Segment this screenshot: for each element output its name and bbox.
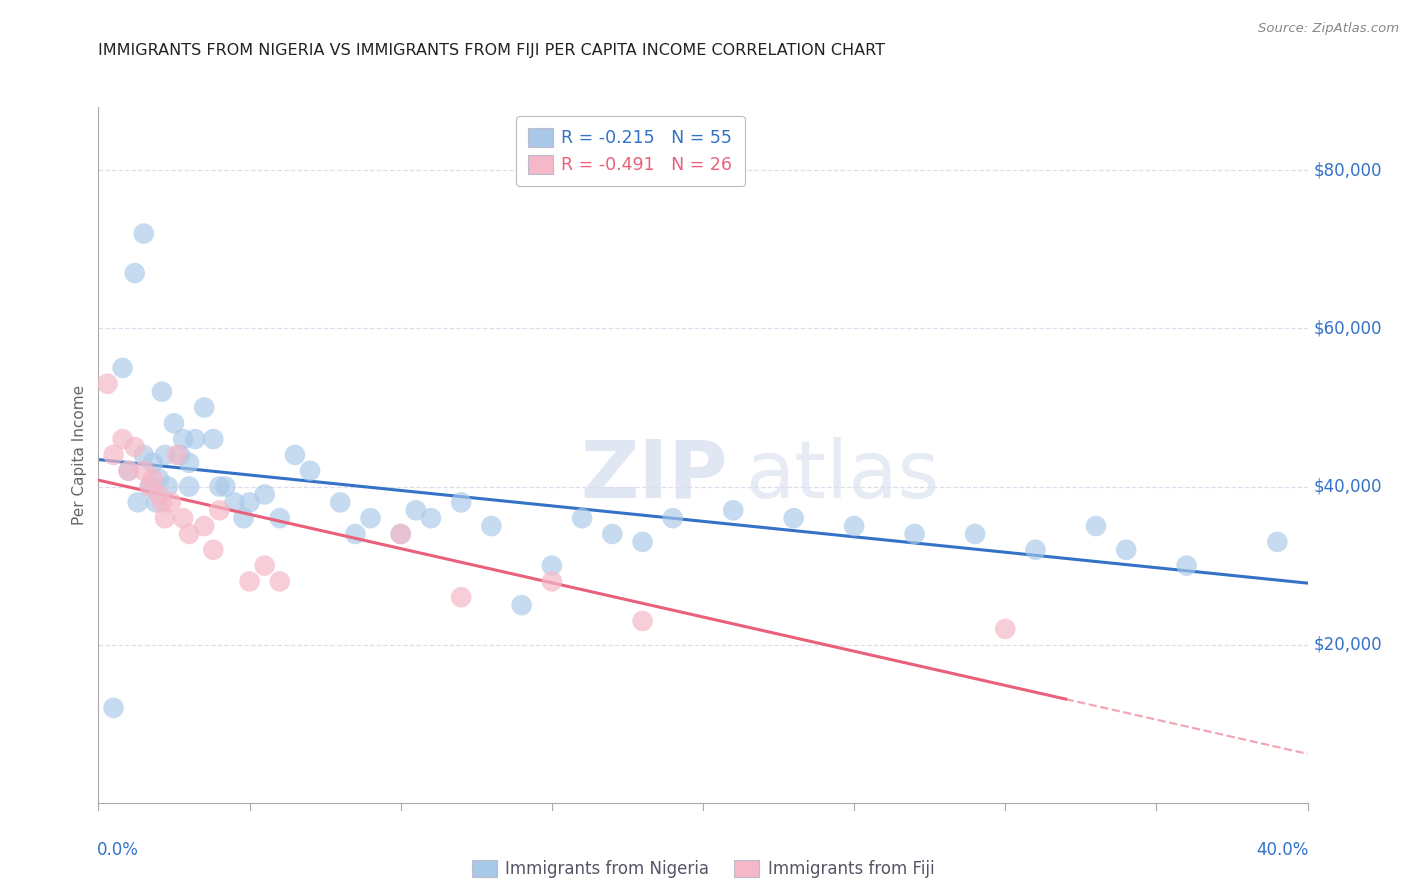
Point — [124, 266, 146, 280]
Point — [132, 227, 155, 241]
Point — [571, 511, 593, 525]
Point — [253, 487, 276, 501]
Point — [208, 479, 231, 493]
Point — [148, 472, 170, 486]
Y-axis label: Per Capita Income: Per Capita Income — [72, 384, 87, 525]
Point — [232, 511, 254, 525]
Text: $80,000: $80,000 — [1313, 161, 1382, 179]
Point — [163, 417, 186, 431]
Text: $20,000: $20,000 — [1313, 636, 1382, 654]
Point — [360, 511, 382, 525]
Point — [153, 448, 176, 462]
Point — [965, 527, 987, 541]
Point — [132, 464, 155, 478]
Point — [148, 487, 170, 501]
Point — [510, 598, 533, 612]
Point — [284, 448, 307, 462]
Point — [118, 464, 141, 478]
Point — [239, 495, 262, 509]
Point — [184, 432, 207, 446]
Point — [103, 701, 125, 715]
Text: IMMIGRANTS FROM NIGERIA VS IMMIGRANTS FROM FIJI PER CAPITA INCOME CORRELATION CH: IMMIGRANTS FROM NIGERIA VS IMMIGRANTS FR… — [98, 43, 886, 58]
Point — [239, 574, 262, 589]
Point — [177, 527, 201, 541]
Point — [111, 432, 134, 446]
Point — [193, 519, 215, 533]
Point — [142, 456, 165, 470]
Point — [177, 479, 201, 493]
Point — [103, 448, 125, 462]
Point — [1115, 542, 1137, 557]
Text: 0.0%: 0.0% — [97, 841, 139, 859]
Point — [631, 614, 654, 628]
Point — [782, 511, 804, 525]
Point — [172, 511, 194, 525]
Point — [224, 495, 246, 509]
Point — [111, 361, 134, 376]
Point — [389, 527, 412, 541]
Point — [1085, 519, 1108, 533]
Point — [344, 527, 367, 541]
Point — [721, 503, 744, 517]
Point — [145, 495, 167, 509]
Point — [127, 495, 149, 509]
Point — [540, 558, 562, 573]
Point — [299, 464, 322, 478]
Point — [156, 479, 179, 493]
Point — [329, 495, 352, 509]
Point — [631, 535, 654, 549]
Text: $60,000: $60,000 — [1313, 319, 1382, 337]
Point — [132, 448, 155, 462]
Point — [96, 376, 118, 391]
Point — [208, 503, 231, 517]
Point — [172, 432, 194, 446]
Point — [481, 519, 503, 533]
Point — [150, 384, 173, 399]
Point — [994, 622, 1017, 636]
Point — [139, 479, 162, 493]
Point — [1265, 535, 1288, 549]
Point — [153, 511, 176, 525]
Point — [269, 511, 291, 525]
Text: 40.0%: 40.0% — [1257, 841, 1309, 859]
Text: atlas: atlas — [745, 437, 939, 515]
Point — [202, 542, 225, 557]
Text: $40,000: $40,000 — [1313, 477, 1382, 496]
Point — [202, 432, 225, 446]
Point — [844, 519, 866, 533]
Legend: Immigrants from Nigeria, Immigrants from Fiji: Immigrants from Nigeria, Immigrants from… — [465, 854, 941, 885]
Point — [139, 479, 162, 493]
Point — [253, 558, 276, 573]
Point — [160, 495, 183, 509]
Point — [169, 448, 191, 462]
Text: Source: ZipAtlas.com: Source: ZipAtlas.com — [1258, 22, 1399, 36]
Point — [450, 591, 472, 605]
Point — [419, 511, 441, 525]
Point — [1024, 542, 1046, 557]
Point — [118, 464, 141, 478]
Point — [405, 503, 427, 517]
Point — [450, 495, 472, 509]
Point — [166, 448, 188, 462]
Point — [193, 401, 215, 415]
Point — [150, 495, 173, 509]
Point — [269, 574, 291, 589]
Point — [904, 527, 927, 541]
Point — [142, 472, 165, 486]
Point — [389, 527, 412, 541]
Point — [124, 440, 146, 454]
Point — [602, 527, 624, 541]
Text: ZIP: ZIP — [579, 437, 727, 515]
Point — [214, 479, 236, 493]
Point — [1175, 558, 1198, 573]
Point — [177, 456, 201, 470]
Point — [540, 574, 562, 589]
Point — [661, 511, 683, 525]
